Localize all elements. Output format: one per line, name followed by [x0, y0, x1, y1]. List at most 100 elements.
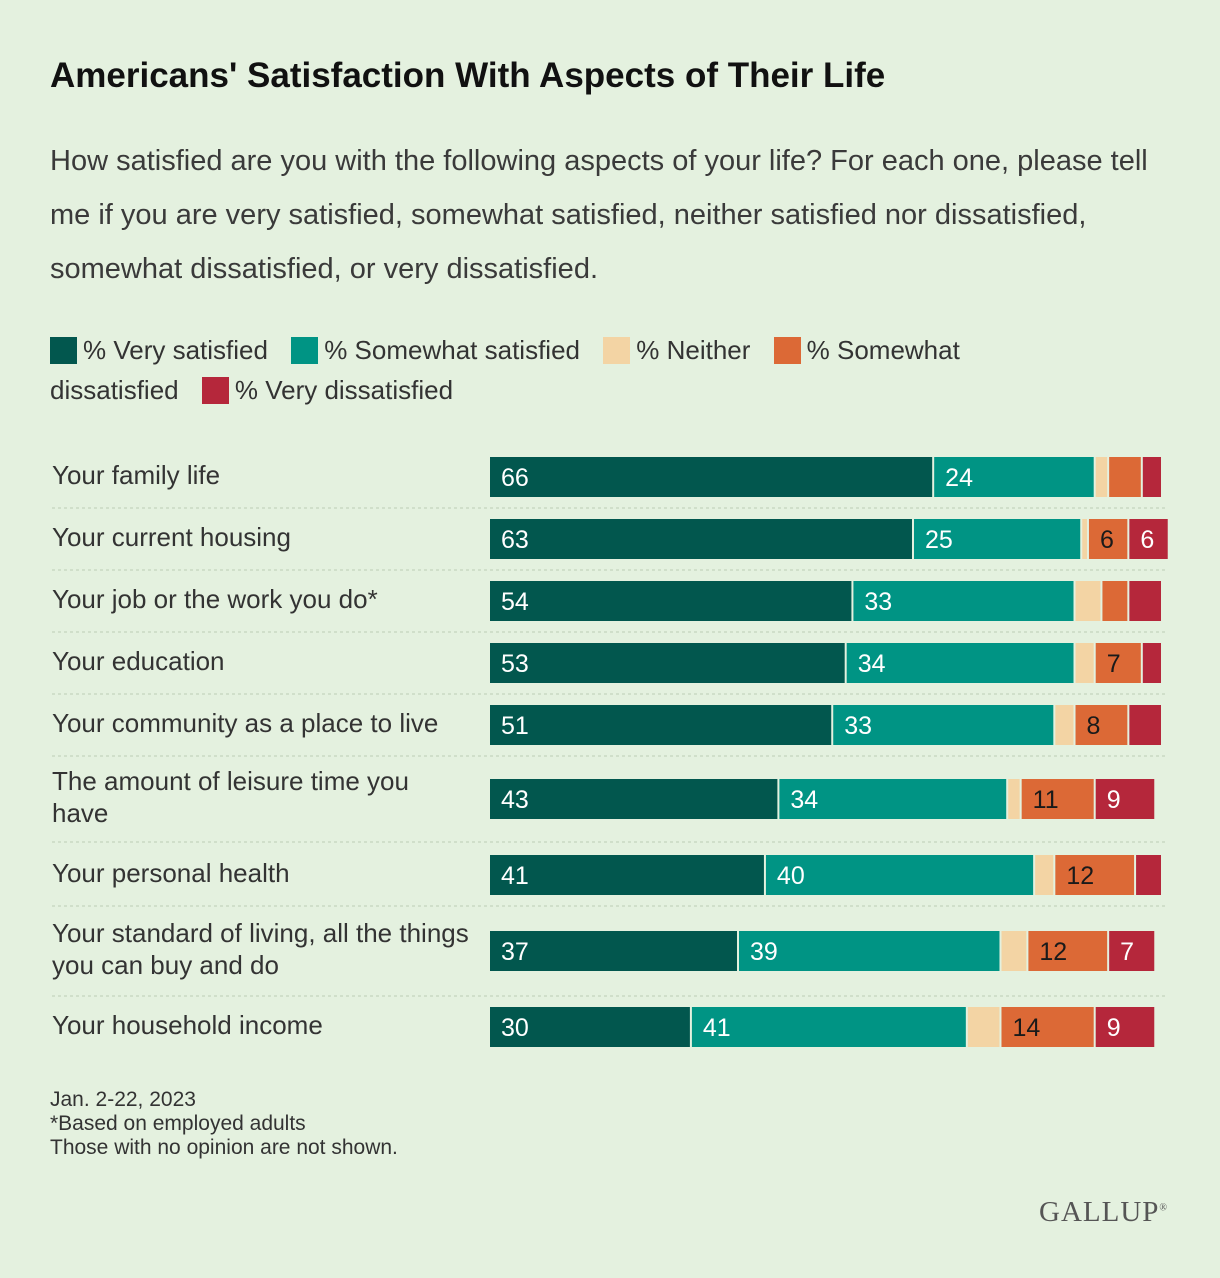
legend-item-somewhat-dissatisfied: % Somewhat dissatisfied [50, 335, 960, 405]
bar-segment [1028, 931, 1108, 971]
legend-swatch-somewhat-satisfied [291, 337, 319, 364]
legend-item-very-dissatisfied: % Very dissatisfied [201, 375, 454, 405]
bar-value-label: 24 [945, 464, 973, 492]
bar-segment [1109, 457, 1141, 497]
bar-segment [1021, 779, 1094, 819]
bar-segment [490, 519, 912, 559]
bar-segment [853, 581, 1074, 621]
bar-segment [1035, 855, 1054, 895]
bar-segment [1095, 1007, 1155, 1047]
legend-label-somewhat-satisfied: % Somewhat satisfied [324, 335, 581, 365]
legend-label-very-dissatisfied: % Very dissatisfied [234, 375, 454, 405]
bar-segment [1008, 779, 1020, 819]
bar-value-label: 54 [501, 588, 529, 616]
category-label: Your personal health [52, 858, 290, 888]
bar-value-label: 6 [1100, 526, 1114, 554]
footer-note-employed: *Based on employed adults [50, 1112, 306, 1135]
bar-value-label: 14 [1012, 1014, 1040, 1042]
bar-segment [1088, 519, 1128, 559]
bar-segment [833, 705, 1054, 745]
bar-segment [490, 855, 764, 895]
bar-segment [1075, 705, 1128, 745]
bar-segment [765, 855, 1034, 895]
legend-label-somewhat-dissatisfied: % Somewhat dissatisfied [50, 335, 960, 405]
category-label: Your job or the work you do* [52, 584, 378, 614]
bar-value-label: 9 [1107, 1014, 1121, 1042]
category-label: The amount of leisure time you have [52, 766, 409, 828]
bar-segment [1082, 519, 1087, 559]
bar-segment [1102, 581, 1128, 621]
bar-segment [1129, 581, 1161, 621]
bar-segment [739, 931, 1000, 971]
chart-subtitle: How satisfied are you with the following… [50, 145, 1148, 285]
bar-segment [1136, 855, 1161, 895]
legend: % Very satisfied % Somewhat satisfied % … [50, 330, 1050, 410]
bar-value-label: 25 [925, 526, 953, 554]
bar-segment [490, 1007, 690, 1047]
bar-value-label: 43 [501, 786, 529, 814]
bar-segment [1142, 643, 1161, 683]
bar-segment [1109, 931, 1155, 971]
bar-segment [1129, 705, 1161, 745]
chart-footer: Jan. 2-22, 2023 *Based on employed adult… [50, 1088, 398, 1160]
bar-segment [779, 779, 1007, 819]
bar-value-label: 30 [501, 1014, 529, 1042]
bar-value-label: 37 [501, 938, 529, 966]
legend-item-somewhat-satisfied: % Somewhat satisfied [291, 335, 580, 365]
bar-value-label: 40 [777, 862, 805, 890]
bar-value-label: 33 [844, 712, 872, 740]
bar-segment [1001, 931, 1027, 971]
bar-value-label: 9 [1107, 786, 1121, 814]
footer-note-no-opinion: Those with no opinion are not shown. [50, 1136, 398, 1159]
legend-swatch-neither [603, 337, 631, 364]
gallup-logo: GALLUP® [1039, 1196, 1168, 1228]
legend-item-very-satisfied: % Very satisfied [50, 335, 268, 365]
bar-value-label: 8 [1087, 712, 1101, 740]
legend-label-very-satisfied: % Very satisfied [83, 335, 268, 365]
bar-value-label: 34 [858, 650, 886, 678]
bar-segment [1001, 1007, 1094, 1047]
bar-value-label: 41 [501, 862, 529, 890]
category-label: Your community as a place to live [52, 708, 438, 738]
bar-segment [1095, 779, 1155, 819]
bar-segment [1075, 643, 1094, 683]
bar-value-label: 63 [501, 526, 529, 554]
bar-value-label: 7 [1120, 938, 1134, 966]
bar-value-label: 7 [1107, 650, 1121, 678]
bar-segment [1075, 581, 1101, 621]
bar-value-label: 33 [864, 588, 892, 616]
bar-value-label: 66 [501, 464, 529, 492]
bar-segment [490, 705, 832, 745]
bar-segment [490, 581, 852, 621]
bar-segment [846, 643, 1074, 683]
category-label: Your family life [52, 460, 220, 490]
legend-swatch-somewhat-dissatisfied [773, 337, 801, 364]
bar-segment [934, 457, 1094, 497]
bar-value-label: 51 [501, 712, 529, 740]
category-label: Your standard of living, all the things y… [52, 918, 469, 980]
bar-segment [490, 779, 778, 819]
bar-value-label: 34 [790, 786, 818, 814]
bar-value-label: 53 [501, 650, 529, 678]
legend-label-neither: % Neither [636, 335, 751, 365]
bar-segment [490, 457, 933, 497]
chart-title: Americans' Satisfaction With Aspects of … [50, 56, 886, 95]
bar-segment [1055, 705, 1074, 745]
bar-segment [691, 1007, 966, 1047]
bar-segment [490, 931, 738, 971]
bar-segment [967, 1007, 1000, 1047]
legend-swatch-very-satisfied [50, 337, 77, 364]
bar-segment [1129, 519, 1168, 559]
bar-segment [1095, 457, 1108, 497]
bar-value-label: 12 [1039, 938, 1067, 966]
bar-segment [1055, 855, 1135, 895]
category-label: Your education [52, 646, 225, 676]
bar-segment [1142, 457, 1161, 497]
bar-segment [1095, 643, 1141, 683]
bar-value-label: 12 [1066, 862, 1094, 890]
bar-value-label: 6 [1140, 526, 1154, 554]
footer-date: Jan. 2-22, 2023 [50, 1088, 196, 1111]
legend-swatch-very-dissatisfied [201, 377, 229, 404]
legend-item-neither: % Neither [603, 335, 750, 365]
